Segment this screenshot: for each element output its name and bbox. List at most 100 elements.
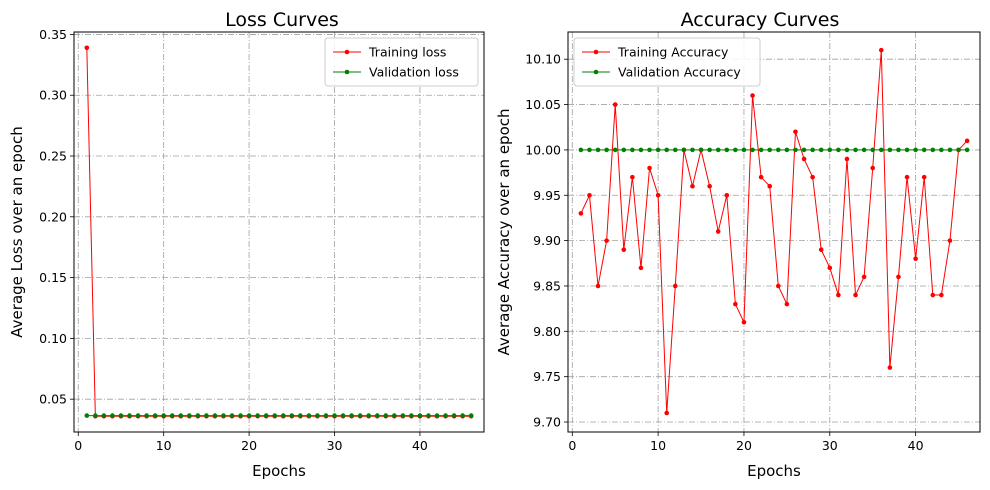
accuracy-chart-validation-accuracy-point (827, 147, 833, 153)
loss-chart-validation-loss-point (195, 413, 201, 418)
loss-chart-series (84, 45, 474, 419)
loss-chart-xtick-label: 30 (327, 438, 343, 453)
loss-chart-validation-loss-point (451, 413, 457, 418)
accuracy-chart-legend-box (573, 37, 761, 87)
accuracy-chart-training-accuracy-point (664, 410, 670, 416)
accuracy-chart-validation-accuracy-point (939, 147, 944, 153)
loss-chart-ytick-label: 0.05 (39, 392, 67, 407)
accuracy-chart-training-accuracy-point (690, 183, 695, 189)
loss-chart-validation-loss-point (169, 413, 175, 418)
accuracy-chart-validation-accuracy-point (870, 147, 876, 153)
accuracy-chart-training-accuracy-point (861, 274, 867, 280)
loss-chart-ytick-label: 0.10 (39, 331, 67, 346)
loss-chart-legend: Training loss Validation loss (324, 37, 479, 87)
loss-chart-validation-loss-point (298, 413, 303, 418)
loss-chart-legend-label: Validation loss (369, 65, 459, 80)
accuracy-chart-training-accuracy-point (921, 174, 927, 180)
accuracy-chart-training-accuracy-point (784, 301, 790, 307)
accuracy-chart-ytick-label: 10.10 (525, 52, 561, 67)
accuracy-chart-validation-accuracy-point (604, 147, 609, 153)
accuracy-chart-validation-accuracy-point (947, 147, 953, 153)
accuracy-chart-training-accuracy-point (612, 102, 618, 107)
loss-chart-validation-loss-point (212, 413, 218, 418)
accuracy-chart-validation-accuracy-point (681, 147, 687, 153)
accuracy-chart-validation-accuracy-point (758, 147, 764, 153)
loss-chart-validation-loss-point (340, 413, 346, 418)
loss-chart-validation-loss-point (366, 413, 371, 418)
accuracy-chart-xtick-label: 20 (736, 438, 752, 453)
loss-chart-validation-loss-point (417, 413, 423, 418)
accuracy-chart-training-accuracy-point (827, 265, 833, 271)
accuracy-chart-training-accuracy-line (580, 50, 968, 413)
accuracy-chart-validation-accuracy-point (913, 147, 918, 153)
accuracy-chart-training-accuracy-point (947, 238, 953, 243)
loss-chart-validation-loss-point (357, 413, 363, 418)
accuracy-chart-validation-accuracy-point (630, 147, 635, 153)
loss-chart-ytick-label: 0.35 (39, 27, 67, 42)
accuracy-chart-training-accuracy-point (870, 165, 876, 171)
accuracy-chart-title: Accuracy Curves (681, 9, 840, 31)
accuracy-chart-training-accuracy-point (578, 211, 584, 216)
accuracy-chart-training-accuracy-point (630, 174, 635, 180)
accuracy-chart-ytick-label: 9.90 (533, 233, 561, 248)
accuracy-chart-plot-frame (567, 31, 981, 433)
accuracy-chart-training-accuracy-point (767, 183, 773, 189)
loss-chart-validation-loss-point (289, 413, 295, 418)
accuracy-chart-gridlines (568, 32, 980, 432)
accuracy-chart-training-accuracy-point (913, 256, 918, 262)
accuracy-chart-training-accuracy-point (715, 229, 721, 234)
loss-chart: Loss Curves 0 10 20 30 40 0.050.100.150.200.… (8, 9, 485, 480)
accuracy-chart-ytick-label: 9.85 (533, 278, 561, 293)
loss-chart-validation-loss-point (349, 413, 354, 418)
loss-chart-xtick-label: 0 (74, 438, 82, 453)
loss-chart-ytick-label: 0.20 (39, 209, 67, 224)
loss-chart-validation-loss-point (246, 413, 252, 418)
accuracy-chart-training-accuracy-point (964, 138, 970, 144)
loss-chart-validation-loss-point (101, 413, 107, 418)
loss-chart-xticks: 0 10 20 30 40 (74, 432, 428, 453)
accuracy-chart-validation-accuracy-point (887, 147, 893, 153)
accuracy-chart-validation-accuracy-point (612, 147, 618, 153)
accuracy-chart-validation-accuracy-point (638, 147, 644, 153)
accuracy-chart-validation-accuracy-point (578, 147, 584, 153)
accuracy-chart-series (578, 47, 970, 416)
accuracy-chart-training-accuracy-point (818, 247, 824, 252)
loss-chart-title: Loss Curves (225, 9, 339, 31)
loss-chart-ytick-label: 0.30 (39, 88, 67, 103)
accuracy-chart-training-accuracy-point (595, 283, 601, 289)
accuracy-chart-validation-accuracy-point (810, 147, 815, 153)
accuracy-chart-training-accuracy-point (724, 192, 730, 198)
accuracy-chart-training-accuracy-point (758, 174, 764, 180)
loss-chart-validation-loss-point (110, 413, 115, 418)
loss-chart-validation-loss-point (204, 413, 209, 418)
loss-chart-xtick-label: 40 (412, 438, 428, 453)
accuracy-chart-training-accuracy-point (638, 265, 644, 271)
accuracy-chart-validation-accuracy-point (861, 147, 867, 153)
accuracy-chart-validation-accuracy-point (801, 147, 807, 153)
accuracy-chart-training-accuracy-point (904, 174, 910, 180)
accuracy-chart-training-accuracy-point (707, 183, 712, 189)
accuracy-chart-validation-accuracy-point (844, 147, 850, 153)
loss-chart-validation-loss-point (229, 413, 235, 418)
loss-chart-validation-loss-point (323, 413, 329, 418)
loss-chart-xtick-label: 20 (241, 438, 257, 453)
accuracy-chart-training-accuracy-point (793, 129, 798, 135)
accuracy-chart-ytick-label: 10.05 (525, 97, 561, 112)
accuracy-chart-validation-accuracy-point (818, 147, 824, 153)
accuracy-chart-ytick-label: 9.80 (533, 324, 561, 339)
accuracy-chart-training-accuracy-point (775, 283, 781, 289)
loss-chart-validation-loss-point (93, 413, 98, 418)
accuracy-chart-validation-accuracy-point (715, 147, 721, 153)
accuracy-chart-training-accuracy-point (939, 292, 944, 298)
accuracy-chart-training-accuracy-point (587, 192, 592, 198)
accuracy-chart-validation-accuracy-point (904, 147, 910, 153)
loss-chart-validation-loss-point (392, 413, 397, 418)
accuracy-chart-training-accuracy-point (733, 301, 738, 307)
accuracy-chart-training-accuracy-point (647, 165, 652, 171)
loss-chart-validation-loss-point (135, 413, 141, 418)
accuracy-chart: Accuracy Curves 0 10 20 30 40 9.709.759.809.… (495, 9, 981, 480)
loss-chart-yticks: 0.05 0.10 0.15 0.20 0.25 0.30 0.35 (39, 27, 74, 407)
accuracy-chart-validation-accuracy-point (647, 147, 652, 153)
loss-chart-validation-loss-point (144, 413, 149, 418)
